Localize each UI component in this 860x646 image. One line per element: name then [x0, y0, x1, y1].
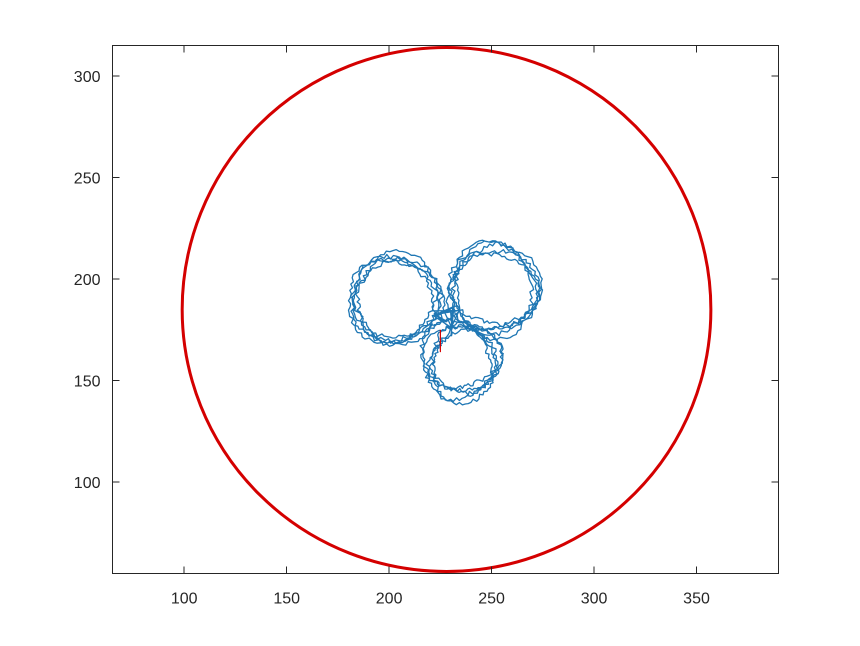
y-tick-label: 200 — [74, 272, 101, 289]
x-tick-label: 250 — [478, 591, 505, 608]
plot-area — [180, 46, 713, 573]
y-tick-label: 250 — [74, 171, 101, 188]
x-axis: 100 150 200 250 300 350 — [171, 45, 710, 608]
y-tick-label: 150 — [74, 374, 101, 391]
boundary-circle — [180, 46, 713, 573]
x-tick-label: 350 — [683, 591, 710, 608]
y-tick-label: 100 — [74, 475, 101, 492]
x-tick-label: 150 — [273, 591, 300, 608]
x-tick-label: 200 — [376, 591, 403, 608]
y-axis: 100 150 200 250 300 — [74, 69, 779, 492]
axes-box — [112, 45, 779, 574]
x-tick-label: 100 — [171, 591, 198, 608]
x-tick-label: 300 — [581, 591, 608, 608]
y-tick-label: 300 — [74, 69, 101, 86]
trajectory-line — [347, 239, 544, 406]
